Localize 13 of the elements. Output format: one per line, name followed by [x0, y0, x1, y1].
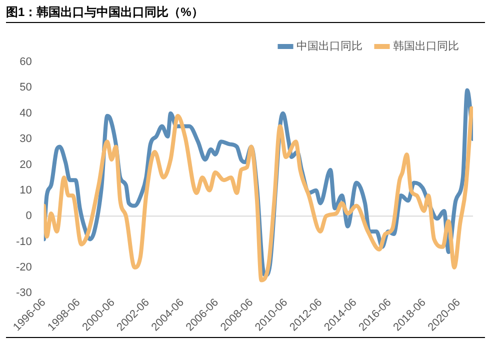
y-tick-label: 0 — [26, 210, 32, 222]
y-tick-label: 30 — [20, 133, 32, 146]
legend-label: 中国出口同比 — [296, 40, 362, 53]
legend-label: 韩国出口同比 — [393, 40, 459, 53]
y-tick-label: -30 — [16, 287, 32, 300]
y-tick-label: -20 — [16, 261, 32, 274]
chart-title: 图1：韩国出口与中国出口同比（%） — [5, 4, 204, 21]
y-tick-label: -10 — [16, 236, 32, 248]
y-tick-label: 50 — [20, 82, 32, 94]
y-tick-label: 20 — [20, 158, 32, 171]
y-tick-label: 10 — [20, 184, 32, 196]
y-tick-label: 60 — [20, 56, 32, 68]
y-tick-label: 40 — [20, 107, 32, 120]
